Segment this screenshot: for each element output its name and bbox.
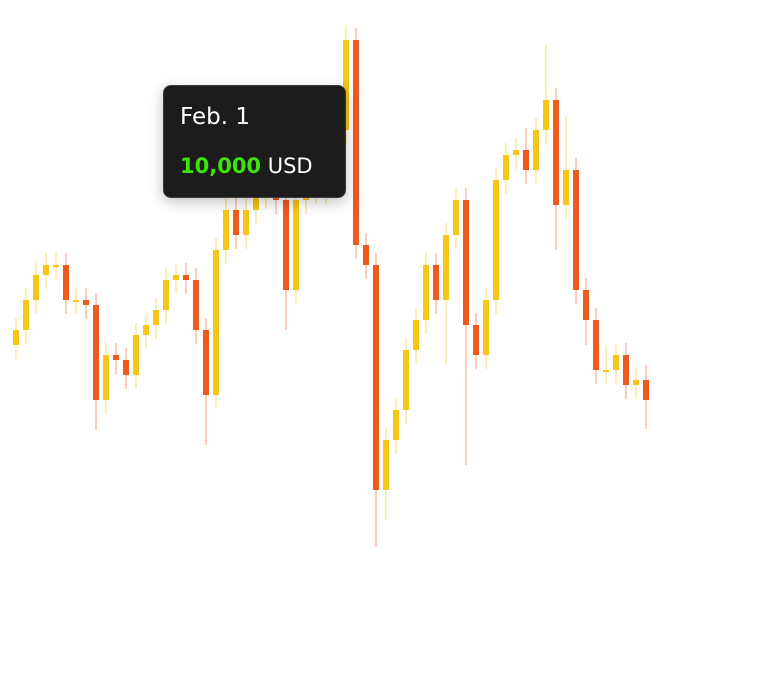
candle-body bbox=[593, 320, 599, 370]
candle-body bbox=[563, 170, 569, 205]
candle-body bbox=[103, 355, 109, 400]
candle-body bbox=[493, 180, 499, 300]
candle-body bbox=[113, 355, 119, 360]
candle-body bbox=[173, 275, 179, 280]
candle-body bbox=[343, 40, 349, 130]
candle-body bbox=[183, 275, 189, 280]
candle-body bbox=[523, 150, 529, 170]
candle-body bbox=[223, 210, 229, 250]
candle-body bbox=[43, 265, 49, 275]
candle-body bbox=[193, 280, 199, 330]
candle-body bbox=[393, 410, 399, 440]
candle-body bbox=[533, 130, 539, 170]
candle-body bbox=[643, 380, 649, 400]
candle-body bbox=[433, 265, 439, 300]
candle-body bbox=[153, 310, 159, 325]
candle-body bbox=[363, 245, 369, 265]
candle-body bbox=[63, 265, 69, 300]
candle-body bbox=[583, 290, 589, 320]
candle-body bbox=[233, 210, 239, 235]
candle-body bbox=[553, 100, 559, 205]
candle-body bbox=[33, 275, 39, 300]
tooltip-unit: USD bbox=[267, 154, 313, 178]
candle-body bbox=[133, 335, 139, 375]
candle-body bbox=[93, 305, 99, 400]
candle-body bbox=[253, 195, 259, 210]
candle-body bbox=[463, 200, 469, 325]
candle-body bbox=[543, 100, 549, 130]
candle-body bbox=[13, 330, 19, 345]
candle-body bbox=[403, 350, 409, 410]
candle-body bbox=[573, 170, 579, 290]
tooltip-value: 10,000 bbox=[180, 154, 262, 178]
tooltip: Feb. 1 10,000 USD bbox=[163, 85, 346, 198]
candle-body bbox=[603, 370, 609, 372]
candle-body bbox=[503, 155, 509, 180]
candle-body bbox=[283, 200, 289, 290]
candle-body bbox=[293, 200, 299, 290]
candle-body bbox=[373, 265, 379, 490]
candle-body bbox=[353, 40, 359, 245]
candle-body bbox=[213, 250, 219, 395]
tooltip-price: 10,000 USD bbox=[180, 154, 313, 178]
candle-body bbox=[53, 265, 59, 267]
candle-body bbox=[23, 300, 29, 330]
candle-body bbox=[83, 300, 89, 305]
candle-body bbox=[143, 325, 149, 335]
candle-body bbox=[163, 280, 169, 310]
candle-body bbox=[123, 360, 129, 375]
candle-body bbox=[203, 330, 209, 395]
candle-body bbox=[483, 300, 489, 355]
candle-body bbox=[443, 235, 449, 300]
candle-body bbox=[513, 150, 519, 155]
candle-body bbox=[73, 300, 79, 302]
candle-body bbox=[243, 210, 249, 235]
candle-body bbox=[423, 265, 429, 320]
candle-body bbox=[413, 320, 419, 350]
candle-body bbox=[383, 440, 389, 490]
candle-body bbox=[613, 355, 619, 370]
candle-body bbox=[633, 380, 639, 385]
candle-body bbox=[623, 355, 629, 385]
candle-body bbox=[453, 200, 459, 235]
tooltip-date: Feb. 1 bbox=[180, 104, 250, 130]
candle-body bbox=[473, 325, 479, 355]
